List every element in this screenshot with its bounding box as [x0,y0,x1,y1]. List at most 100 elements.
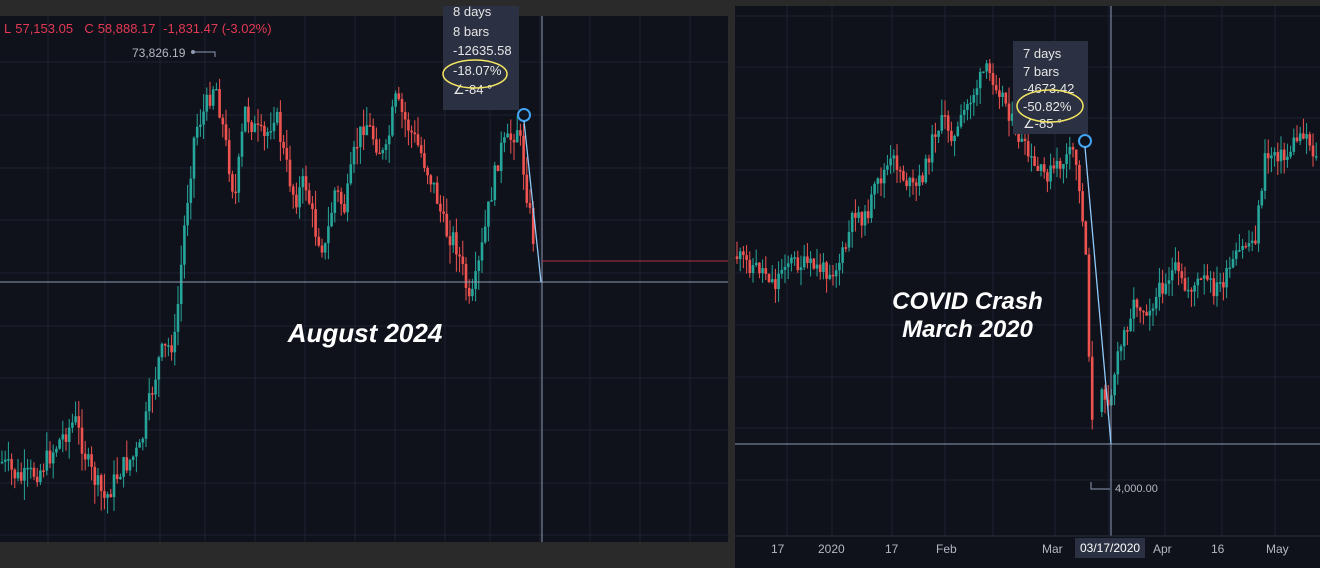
candle-body [998,90,1001,97]
candle-body [336,190,340,192]
candle-body [1257,205,1260,244]
candle-body [55,448,58,453]
candle-body [1308,134,1312,146]
candle-body [866,211,870,219]
candle-body [247,106,250,123]
candle-body [860,212,864,226]
tooltip-bars: 8 bars [453,23,490,39]
candle-body [799,267,803,271]
candle-body [352,146,356,165]
candle-body [413,132,417,135]
left-toolbar-strip [0,0,728,16]
candle-body [1228,267,1232,270]
candle-body [259,124,263,127]
candle-body [490,200,493,202]
candle-body [250,122,253,133]
candle-body [1129,318,1132,332]
candle-body [918,175,921,186]
candle-body [410,130,413,133]
candle-body [1010,113,1014,121]
candle-body [774,279,777,290]
candle-body [0,461,4,464]
x-tick-label: Apr [1153,542,1172,556]
candle-body [298,187,301,208]
candle-body [269,131,273,133]
candle-body [115,474,119,480]
candle-body [1174,262,1177,271]
candle-body [924,158,928,183]
candle-body [477,260,481,272]
candle-body [1225,268,1228,288]
candle-body [895,155,899,170]
candle-body [1026,141,1030,157]
candle-body [128,459,132,471]
candle-body [138,442,141,448]
candle-body [828,274,832,279]
candle-body [786,263,790,267]
candle-body [135,447,138,457]
candle-body [1030,156,1033,158]
candle-body [959,114,963,127]
candle-body [381,149,385,154]
candle-body [1081,191,1084,222]
candle-body [812,258,816,269]
candle-body [471,288,474,297]
candle-body [330,212,333,227]
candle-body [854,212,857,218]
candle-body [930,134,934,163]
candle-body [285,148,289,160]
left-chart-panel[interactable]: L 57,153.05 C 58,888.17 -1,831.47 (-3.02%)… [0,0,728,542]
candle-body [793,257,796,259]
candle-body [23,467,26,481]
candle-body [834,270,838,277]
candle-body [48,450,52,464]
candle-body [844,247,848,249]
candle-body [911,177,915,183]
candle-body [375,139,378,153]
candle-body [275,111,279,123]
candle-body [429,175,433,185]
candle-body [780,269,784,274]
candle-body [240,131,244,157]
candle-body [256,123,260,126]
candle-body [333,190,337,213]
candle-body [1103,389,1107,400]
candle-body [531,207,535,244]
candle-body [211,89,215,106]
candle-body [742,251,745,256]
candle-body [192,137,196,179]
candle-body [940,115,944,131]
right-chart-panel[interactable]: 7 days 7 bars -4673.42 -50.82% ∠-85 ° 4,… [735,0,1320,568]
candle-body [950,130,953,142]
candle-body [1199,278,1203,281]
candle-body [403,112,407,120]
candle-body [1202,275,1206,279]
candle-body [499,142,503,171]
candle-body [93,466,97,485]
candle-body [1113,374,1116,396]
candle-body [1132,299,1136,319]
candle-body [391,106,394,136]
candle-body [445,213,449,237]
candle-body [1100,389,1104,412]
candle-body [67,427,71,443]
candle-body [1065,154,1068,165]
candle-body [304,176,308,191]
candle-body [122,457,125,477]
measure-tooltip-left: 8 days 8 bars -12635.58 -18.07% ∠-84 ° [443,4,519,110]
candle-body [783,266,787,270]
candle-body [1036,165,1040,171]
candle-body [764,268,768,274]
candle-body [1183,278,1187,291]
ohlc-low-label: L [4,21,12,36]
candle-body [953,135,956,142]
low-price-label: 4,000.00 [1115,483,1158,495]
annotation-line-1: COVID Crash [892,288,1043,315]
candle-body [879,178,883,184]
candle-body [202,111,205,125]
left-candlestick-chart[interactable] [0,0,728,542]
candle-body [141,438,145,443]
candle-body [892,155,896,159]
candle-body [74,416,77,423]
candle-body [1049,165,1052,182]
